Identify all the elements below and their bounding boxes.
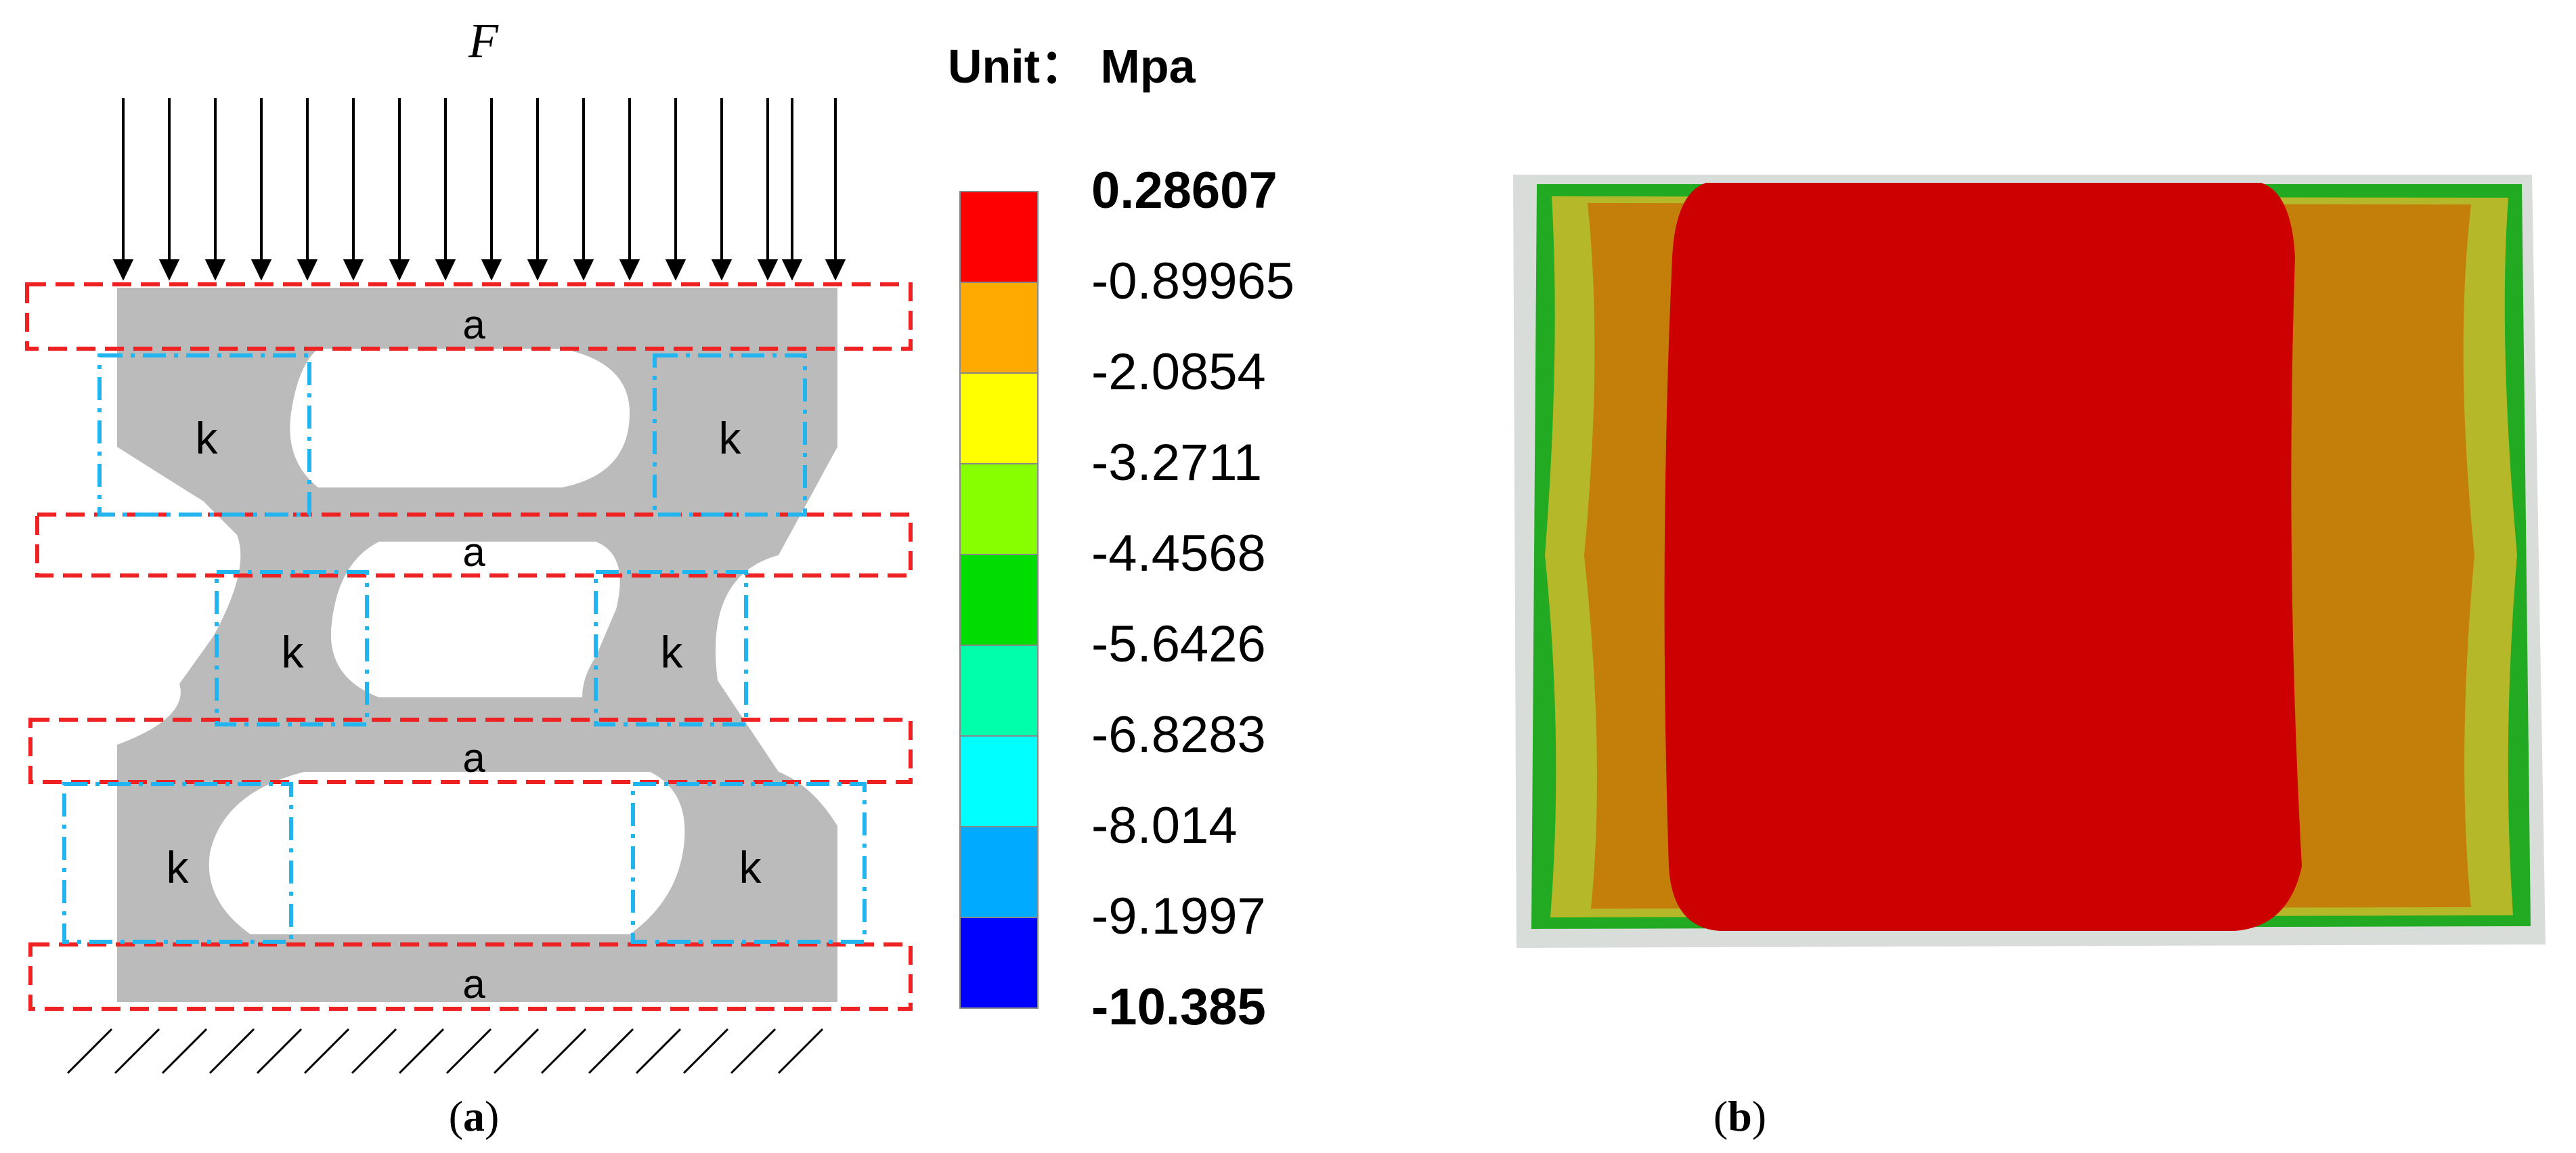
joint-box [97,353,311,517]
force-arrow [665,98,686,281]
joint-label: k [196,413,219,463]
force-arrow [481,98,502,281]
caption-letter: b [1728,1092,1752,1140]
panel-b: (b) [1513,175,2546,1140]
beam-label: a [462,735,485,781]
legend-color-bar [959,191,1039,1009]
legend-color-swatch [959,282,1039,374]
legend-tick-label: -0.89965 [1091,253,1294,310]
caption-paren: ) [1752,1092,1766,1140]
legend-tick-label: 0.28607 [1091,162,1278,219]
joint-box [594,570,748,726]
force-arrow [781,98,803,281]
legend-color-swatch [959,645,1039,737]
beam-box [28,718,913,784]
force-arrow [711,98,733,281]
unit-label: Unit： Mpa [948,40,1196,93]
honeycomb-structure [117,288,837,1002]
joint-box [62,782,293,944]
legend-tick-label: -3.2711 [1091,434,1262,492]
force-arrow [343,98,364,281]
beam-label: a [462,529,485,575]
joint-label: k [739,842,762,892]
legend-color-swatch [959,372,1039,464]
contour-core [1664,183,2302,931]
legend-color-swatch [959,554,1039,646]
legend-tick-label: -5.6426 [1091,615,1266,673]
caption-b: (b) [1713,1092,1766,1140]
force-arrow [158,98,180,281]
force-arrow [204,98,226,281]
legend-ticks: 0.28607 -0.89965 -2.0854 -3.2711 -4.4568 -5.6… [1091,162,1294,1036]
legend-tick-label: -9.1997 [1091,888,1266,945]
legend-tick-label: -8.014 [1091,797,1238,854]
beam-box [35,513,913,578]
force-arrow [435,98,456,281]
legend-tick-label: -10.385 [1091,978,1266,1036]
beam-box [28,942,913,1011]
beam-boxes [25,282,913,1011]
force-arrow [297,98,318,281]
joint-label: k [167,842,190,892]
joint-label: k [661,627,684,677]
joint-boxes [62,353,867,944]
caption-letter: a [463,1092,485,1140]
legend-tick-label: -4.4568 [1091,525,1266,582]
force-arrow [573,98,594,281]
joint-label: k [282,627,305,677]
force-arrow [619,98,640,281]
force-arrow [250,98,272,281]
caption-a: (a) [449,1092,500,1140]
legend-color-swatch [959,191,1039,283]
beam-label: a [462,961,485,1007]
beam-box [25,282,913,351]
fixed-support [66,1028,824,1074]
caption-paren: ) [485,1092,499,1140]
force-arrow [389,98,410,281]
legend-tick-label: -2.0854 [1091,343,1266,401]
joint-box [215,570,369,726]
stress-legend: Unit： Mpa 0.28607 -0.89965 -2.0854 -3.2711 -… [948,40,1294,1036]
legend-tick-label: -6.8283 [1091,706,1266,764]
legend-color-swatch [959,917,1039,1009]
panel-a: F [25,14,913,1140]
force-arrows [112,98,846,281]
legend-color-swatch [959,463,1039,555]
beam-label: a [462,302,485,347]
force-label: F [468,14,499,68]
force-arrow [757,98,779,281]
joint-label: k [719,413,742,463]
joint-box [631,782,867,944]
joint-box [653,353,807,517]
caption-paren: ( [1713,1092,1728,1140]
force-arrow [112,98,134,281]
legend-color-swatch [959,826,1039,918]
force-arrow [527,98,548,281]
force-arrow [825,98,846,281]
caption-paren: ( [449,1092,463,1140]
legend-color-swatch [959,735,1039,827]
